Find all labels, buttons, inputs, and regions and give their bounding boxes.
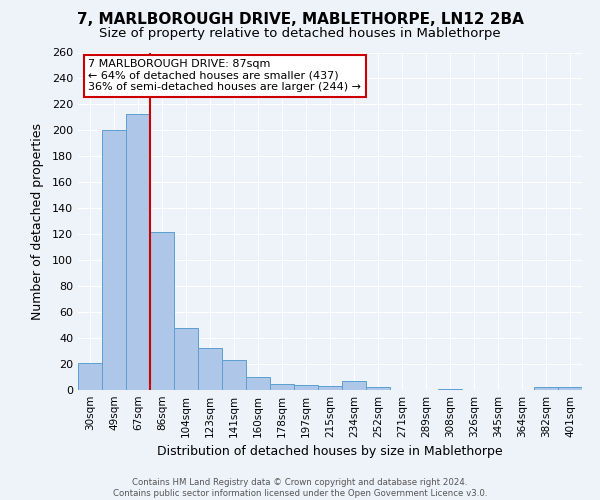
Bar	[438, 388, 462, 390]
Bar	[534, 388, 558, 390]
X-axis label: Distribution of detached houses by size in Mablethorpe: Distribution of detached houses by size …	[157, 446, 503, 458]
Text: 7, MARLBOROUGH DRIVE, MABLETHORPE, LN12 2BA: 7, MARLBOROUGH DRIVE, MABLETHORPE, LN12 …	[77, 12, 523, 28]
Bar	[78, 362, 102, 390]
Bar	[246, 377, 270, 390]
Bar	[126, 114, 150, 390]
Bar	[222, 360, 246, 390]
Bar	[366, 388, 390, 390]
Bar	[318, 386, 342, 390]
Text: 7 MARLBOROUGH DRIVE: 87sqm
← 64% of detached houses are smaller (437)
36% of sem: 7 MARLBOROUGH DRIVE: 87sqm ← 64% of deta…	[88, 59, 361, 92]
Bar	[294, 385, 318, 390]
Bar	[558, 388, 582, 390]
Bar	[150, 232, 174, 390]
Text: Contains HM Land Registry data © Crown copyright and database right 2024.
Contai: Contains HM Land Registry data © Crown c…	[113, 478, 487, 498]
Text: Size of property relative to detached houses in Mablethorpe: Size of property relative to detached ho…	[99, 28, 501, 40]
Bar	[198, 348, 222, 390]
Bar	[174, 328, 198, 390]
Bar	[102, 130, 126, 390]
Bar	[270, 384, 294, 390]
Y-axis label: Number of detached properties: Number of detached properties	[31, 122, 44, 320]
Bar	[342, 381, 366, 390]
